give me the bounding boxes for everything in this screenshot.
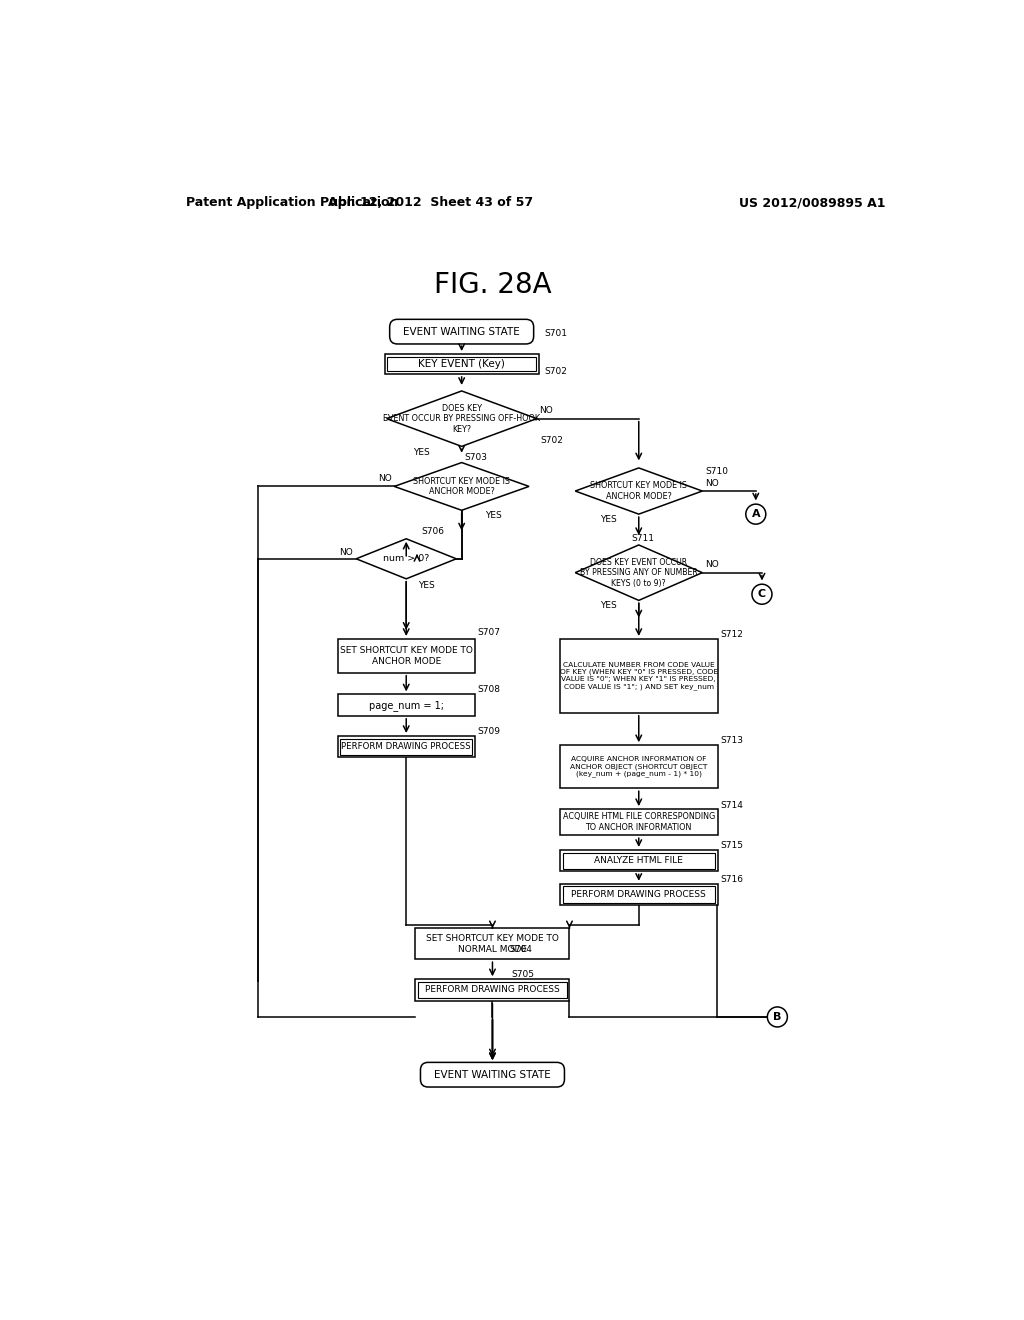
- Bar: [418, 982, 566, 998]
- Text: S711: S711: [631, 535, 654, 544]
- Polygon shape: [356, 539, 457, 578]
- Bar: [338, 694, 475, 715]
- FancyBboxPatch shape: [390, 319, 534, 345]
- Text: DOES KEY EVENT OCCUR
BY PRESSING ANY OF NUMBER
KEYS (0 to 9)?: DOES KEY EVENT OCCUR BY PRESSING ANY OF …: [580, 558, 697, 587]
- Text: S714: S714: [720, 801, 743, 809]
- Polygon shape: [575, 469, 702, 515]
- Text: NO: NO: [539, 407, 552, 416]
- Text: SHORTCUT KEY MODE IS
ANCHOR MODE?: SHORTCUT KEY MODE IS ANCHOR MODE?: [413, 477, 510, 496]
- Text: YES: YES: [600, 602, 616, 610]
- Circle shape: [745, 504, 766, 524]
- Text: page_num = 1;: page_num = 1;: [369, 700, 443, 710]
- Text: ANALYZE HTML FILE: ANALYZE HTML FILE: [594, 857, 683, 865]
- Bar: [560, 850, 718, 871]
- Bar: [416, 979, 569, 1001]
- Bar: [340, 739, 472, 755]
- Text: S707: S707: [477, 628, 500, 638]
- Text: ACQUIRE HTML FILE CORRESPONDING
TO ANCHOR INFORMATION: ACQUIRE HTML FILE CORRESPONDING TO ANCHO…: [562, 812, 715, 832]
- Text: DOES KEY
EVENT OCCUR BY PRESSING OFF-HOOK
KEY?: DOES KEY EVENT OCCUR BY PRESSING OFF-HOO…: [383, 404, 541, 433]
- Text: US 2012/0089895 A1: US 2012/0089895 A1: [739, 197, 886, 209]
- Text: S703: S703: [464, 453, 487, 462]
- Text: SHORTCUT KEY MODE IS
ANCHOR MODE?: SHORTCUT KEY MODE IS ANCHOR MODE?: [590, 482, 687, 500]
- Text: S710: S710: [705, 466, 728, 475]
- Text: EVENT WAITING STATE: EVENT WAITING STATE: [434, 1069, 551, 1080]
- Bar: [560, 639, 718, 713]
- Text: NO: NO: [705, 479, 719, 488]
- Bar: [338, 639, 475, 673]
- Text: SET SHORTCUT KEY MODE TO
ANCHOR MODE: SET SHORTCUT KEY MODE TO ANCHOR MODE: [340, 645, 473, 665]
- Bar: [416, 928, 569, 960]
- Text: S713: S713: [720, 737, 743, 744]
- Text: NO: NO: [339, 548, 353, 557]
- Bar: [560, 744, 718, 788]
- Polygon shape: [575, 545, 702, 601]
- Bar: [385, 354, 539, 374]
- Bar: [562, 887, 715, 903]
- Circle shape: [752, 585, 772, 605]
- Circle shape: [767, 1007, 787, 1027]
- Text: Apr. 12, 2012  Sheet 43 of 57: Apr. 12, 2012 Sheet 43 of 57: [329, 197, 534, 209]
- Text: S702: S702: [541, 436, 563, 445]
- Text: PERFORM DRAWING PROCESS: PERFORM DRAWING PROCESS: [425, 986, 560, 994]
- Polygon shape: [387, 391, 537, 446]
- Text: PERFORM DRAWING PROCESS: PERFORM DRAWING PROCESS: [341, 742, 471, 751]
- Text: EVENT WAITING STATE: EVENT WAITING STATE: [403, 326, 520, 337]
- Text: PERFORM DRAWING PROCESS: PERFORM DRAWING PROCESS: [571, 890, 707, 899]
- Text: S705: S705: [511, 970, 534, 979]
- Text: CALCULATE NUMBER FROM CODE VALUE
OF KEY (WHEN KEY "0" IS PRESSED, CODE
VALUE IS : CALCULATE NUMBER FROM CODE VALUE OF KEY …: [560, 661, 718, 690]
- Text: num > 0?: num > 0?: [383, 554, 429, 564]
- Text: NO: NO: [705, 561, 719, 569]
- Text: S702: S702: [545, 367, 567, 376]
- Text: S708: S708: [477, 685, 500, 694]
- Text: KEY EVENT (Key): KEY EVENT (Key): [418, 359, 505, 370]
- Polygon shape: [394, 462, 529, 511]
- Bar: [560, 809, 718, 836]
- Bar: [562, 853, 715, 869]
- Text: S716: S716: [720, 875, 743, 883]
- Text: YES: YES: [418, 581, 434, 590]
- FancyBboxPatch shape: [421, 1063, 564, 1088]
- Text: ACQUIRE ANCHOR INFORMATION OF
ANCHOR OBJECT (SHORTCUT OBJECT
(key_num + (page_nu: ACQUIRE ANCHOR INFORMATION OF ANCHOR OBJ…: [570, 756, 708, 777]
- Text: S701: S701: [545, 330, 568, 338]
- Text: Patent Application Publication: Patent Application Publication: [186, 197, 398, 209]
- Text: YES: YES: [414, 447, 430, 457]
- Text: A: A: [752, 510, 760, 519]
- Bar: [338, 737, 475, 758]
- Bar: [560, 884, 718, 906]
- Text: YES: YES: [484, 511, 502, 520]
- Text: NO: NO: [378, 474, 391, 483]
- Text: YES: YES: [600, 515, 616, 524]
- Text: S706: S706: [422, 527, 444, 536]
- Text: SET SHORTCUT KEY MODE TO
NORMAL MODE: SET SHORTCUT KEY MODE TO NORMAL MODE: [426, 935, 559, 953]
- Text: S704: S704: [509, 945, 532, 954]
- Bar: [387, 356, 536, 371]
- Text: S712: S712: [720, 630, 743, 639]
- Text: B: B: [773, 1012, 781, 1022]
- Text: FIG. 28A: FIG. 28A: [433, 271, 551, 300]
- Text: S715: S715: [720, 841, 743, 850]
- Text: S709: S709: [477, 727, 500, 735]
- Text: C: C: [758, 589, 766, 599]
